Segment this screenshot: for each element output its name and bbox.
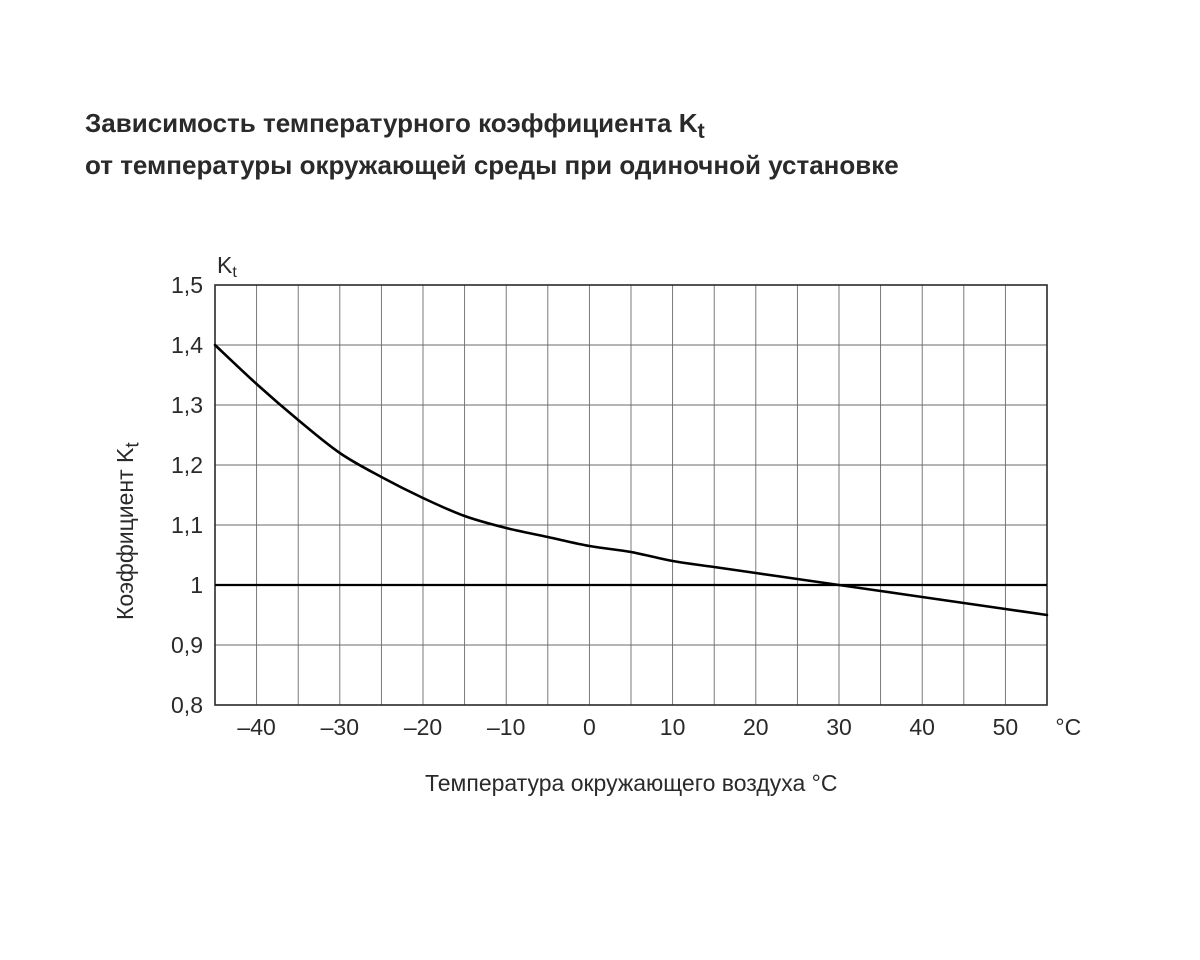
svg-text:10: 10 [660,714,686,740]
svg-text:0: 0 [583,714,596,740]
svg-text:–30: –30 [321,714,359,740]
svg-text:0,9: 0,9 [171,632,203,658]
title-line-1: Зависимость температурного коэффициента … [85,105,899,147]
chart-svg: 0,8 0,9 1 1,1 1,2 1,3 1,4 1,5 –40 –30 –20 –10 0 10 20 3… [135,245,1135,765]
svg-text:–10: –10 [487,714,525,740]
title-text-1: Зависимость температурного коэффициента … [85,108,698,138]
svg-text:1,1: 1,1 [171,512,203,538]
svg-text:1,2: 1,2 [171,452,203,478]
svg-text:Kt: Kt [217,252,237,281]
svg-text:0,8: 0,8 [171,692,203,718]
title-sub-1: t [698,118,705,143]
x-axis-label: Температура окружающего воздуха °С [425,770,837,797]
svg-text:1: 1 [190,572,203,598]
svg-text:–20: –20 [404,714,442,740]
svg-text:50: 50 [993,714,1019,740]
svg-text:1,4: 1,4 [171,332,203,358]
svg-text:°С: °С [1055,714,1081,740]
svg-text:1,3: 1,3 [171,392,203,418]
svg-text:40: 40 [909,714,935,740]
title-line-2: от температуры окружающей среды при один… [85,147,899,185]
page-container: Зависимость температурного коэффициента … [0,0,1200,960]
chart-title: Зависимость температурного коэффициента … [85,105,899,184]
svg-text:1,5: 1,5 [171,272,203,298]
svg-text:–40: –40 [237,714,275,740]
svg-text:20: 20 [743,714,769,740]
svg-text:30: 30 [826,714,852,740]
chart-area: 0,8 0,9 1 1,1 1,2 1,3 1,4 1,5 –40 –30 –20 –10 0 10 20 3… [135,245,1135,765]
